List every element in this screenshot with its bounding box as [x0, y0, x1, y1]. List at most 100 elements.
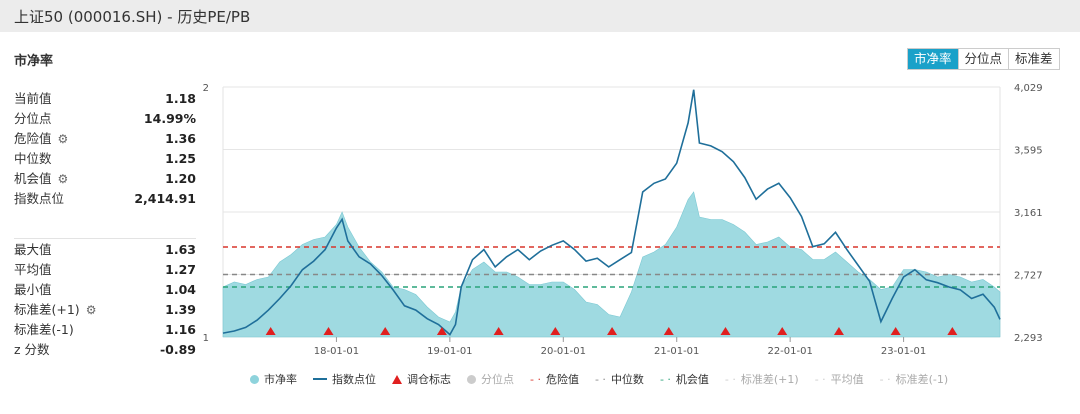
rebalance-marker [323, 327, 334, 335]
triangle-icon [392, 374, 402, 384]
legend-label: 标准差(+1) [740, 373, 799, 386]
legend-label: 分位点 [481, 373, 514, 386]
x-axis-tick: 19-01-01 [427, 346, 472, 357]
line-icon [313, 378, 327, 380]
rebalance-marker [833, 327, 844, 335]
rebalance-marker [890, 327, 901, 335]
stat-label: 分位点 [14, 111, 52, 126]
legend-item[interactable]: 调仓标志 [392, 371, 451, 387]
dash-icon: - · [659, 372, 671, 386]
legend-label: 平均值 [830, 373, 864, 386]
index-level-line [222, 89, 1001, 336]
dot-icon [250, 374, 259, 384]
stat-label: 危险值 ⚙ [14, 129, 68, 149]
tab-percentile[interactable]: 分位点 [958, 49, 1010, 69]
stat-label: 当前值 [14, 91, 52, 106]
gear-icon[interactable]: ⚙ [57, 132, 69, 146]
right-axis-tick: 2,293 [1014, 333, 1043, 344]
stat-label: 标准差(-1) [14, 322, 74, 337]
dash-icon: - · [724, 372, 736, 386]
stat-row: 最小值 1.04 [14, 280, 196, 300]
right-axis-tick: 3,595 [1014, 146, 1043, 157]
stat-label: 标准差(+1) ⚙ [14, 300, 96, 320]
stat-value: 1.39 [165, 302, 196, 317]
panel-title: 市净率 [14, 54, 54, 69]
legend-item[interactable]: - · 标准差(+1) [725, 371, 799, 387]
stat-value: 1.20 [165, 171, 196, 186]
rebalance-marker [720, 327, 731, 335]
dash-icon: - · [879, 372, 891, 386]
stat-row: 危险值 ⚙ 1.36 [14, 129, 196, 149]
x-axis-tick: 20-01-01 [541, 346, 586, 357]
legend-item[interactable]: 市净率 [250, 371, 297, 387]
stat-row: 标准差(-1) 1.16 [14, 320, 196, 340]
stat-value: 1.18 [165, 91, 196, 106]
pb-area-series [222, 191, 1001, 338]
x-axis-tick: 22-01-01 [767, 346, 812, 357]
legend-label: 机会值 [675, 373, 709, 386]
legend-item[interactable]: 指数点位 [313, 371, 376, 387]
x-axis-tick: 18-01-01 [314, 346, 359, 357]
stat-value: 1.63 [165, 242, 196, 257]
dash-icon: - · [594, 372, 606, 386]
x-axis-tick: 23-01-01 [881, 346, 926, 357]
stat-row: 标准差(+1) ⚙ 1.39 [14, 300, 196, 320]
stat-row: 指数点位 2,414.91 [14, 189, 196, 209]
stat-row: 平均值 1.27 [14, 260, 196, 280]
legend-label: 市净率 [264, 373, 297, 386]
legend-label: 中位数 [610, 373, 644, 386]
stat-label: 中位数 [14, 151, 52, 166]
stat-row: 分位点 14.99% [14, 109, 196, 129]
tab-pb[interactable]: 市净率 [908, 49, 959, 69]
legend-item[interactable]: - · 危险值 [530, 371, 579, 387]
legend-label: 标准差(-1) [895, 373, 949, 386]
rebalance-marker [607, 327, 618, 335]
left-axis-tick: 1 [203, 333, 209, 344]
stat-label: 平均值 [14, 262, 52, 277]
stat-value: 1.16 [165, 322, 196, 337]
legend-item[interactable]: 分位点 [467, 371, 514, 387]
rebalance-marker [436, 327, 447, 335]
rebalance-marker [380, 327, 391, 335]
dot-icon [467, 374, 476, 384]
stats-summary-bottom: 最大值 1.63 平均值 1.27 最小值 1.04 标准差(+1) ⚙ 1.39 标准差(-1)… [14, 240, 196, 360]
rebalance-marker [493, 327, 504, 335]
window-titlebar: 上证50 (000016.SH) - 历史PE/PB [0, 0, 1080, 32]
stats-summary-top: 当前值 1.18 分位点 14.99% 危险值 ⚙ 1.36 中位数 1.25 机会值 ⚙ 1.20 指… [14, 89, 196, 209]
dash-icon: - · [530, 372, 541, 386]
right-axis-tick: 2,727 [1014, 271, 1043, 282]
legend-label: 危险值 [545, 373, 579, 386]
chart-legend: 市净率 指数点位 调仓标志 分位点 - · 危险值 - · 中位数 - · 机会值 - · 标准差(+… [250, 371, 964, 387]
legend-item[interactable]: - · 机会值 [660, 371, 709, 387]
stat-label: 最大值 [14, 242, 52, 257]
legend-item[interactable]: - · 平均值 [815, 371, 864, 387]
stat-value: 14.99% [143, 111, 196, 126]
stat-label: 最小值 [14, 282, 52, 297]
stat-row: 机会值 ⚙ 1.20 [14, 169, 196, 189]
legend-label: 指数点位 [332, 373, 376, 386]
metric-tabs: 市净率 分位点 标准差 [907, 48, 1060, 70]
stat-value: 1.25 [165, 151, 196, 166]
legend-item[interactable]: - · 中位数 [595, 371, 644, 387]
window-title: 上证50 (000016.SH) - 历史PE/PB [14, 8, 251, 26]
legend-item[interactable]: - · 标准差(-1) [880, 371, 949, 387]
right-axis-tick: 3,161 [1014, 208, 1043, 219]
gear-icon[interactable]: ⚙ [57, 172, 69, 186]
dash-icon: - · [814, 372, 826, 386]
stats-divider [14, 238, 196, 239]
stat-value: -0.89 [159, 342, 196, 357]
stat-label: 指数点位 [14, 191, 65, 206]
gear-icon[interactable]: ⚙ [85, 303, 97, 317]
rebalance-marker [947, 327, 958, 335]
tab-std-dev[interactable]: 标准差 [1009, 49, 1059, 69]
legend-label: 调仓标志 [407, 373, 451, 386]
left-axis-tick: 2 [203, 83, 209, 94]
stat-row: 最大值 1.63 [14, 240, 196, 260]
right-axis-tick: 4,029 [1014, 83, 1043, 94]
rebalance-marker [663, 327, 674, 335]
stat-label: 机会值 ⚙ [14, 169, 68, 189]
rebalance-marker [265, 327, 276, 335]
rebalance-marker [777, 327, 788, 335]
stat-value: 1.36 [165, 131, 196, 146]
